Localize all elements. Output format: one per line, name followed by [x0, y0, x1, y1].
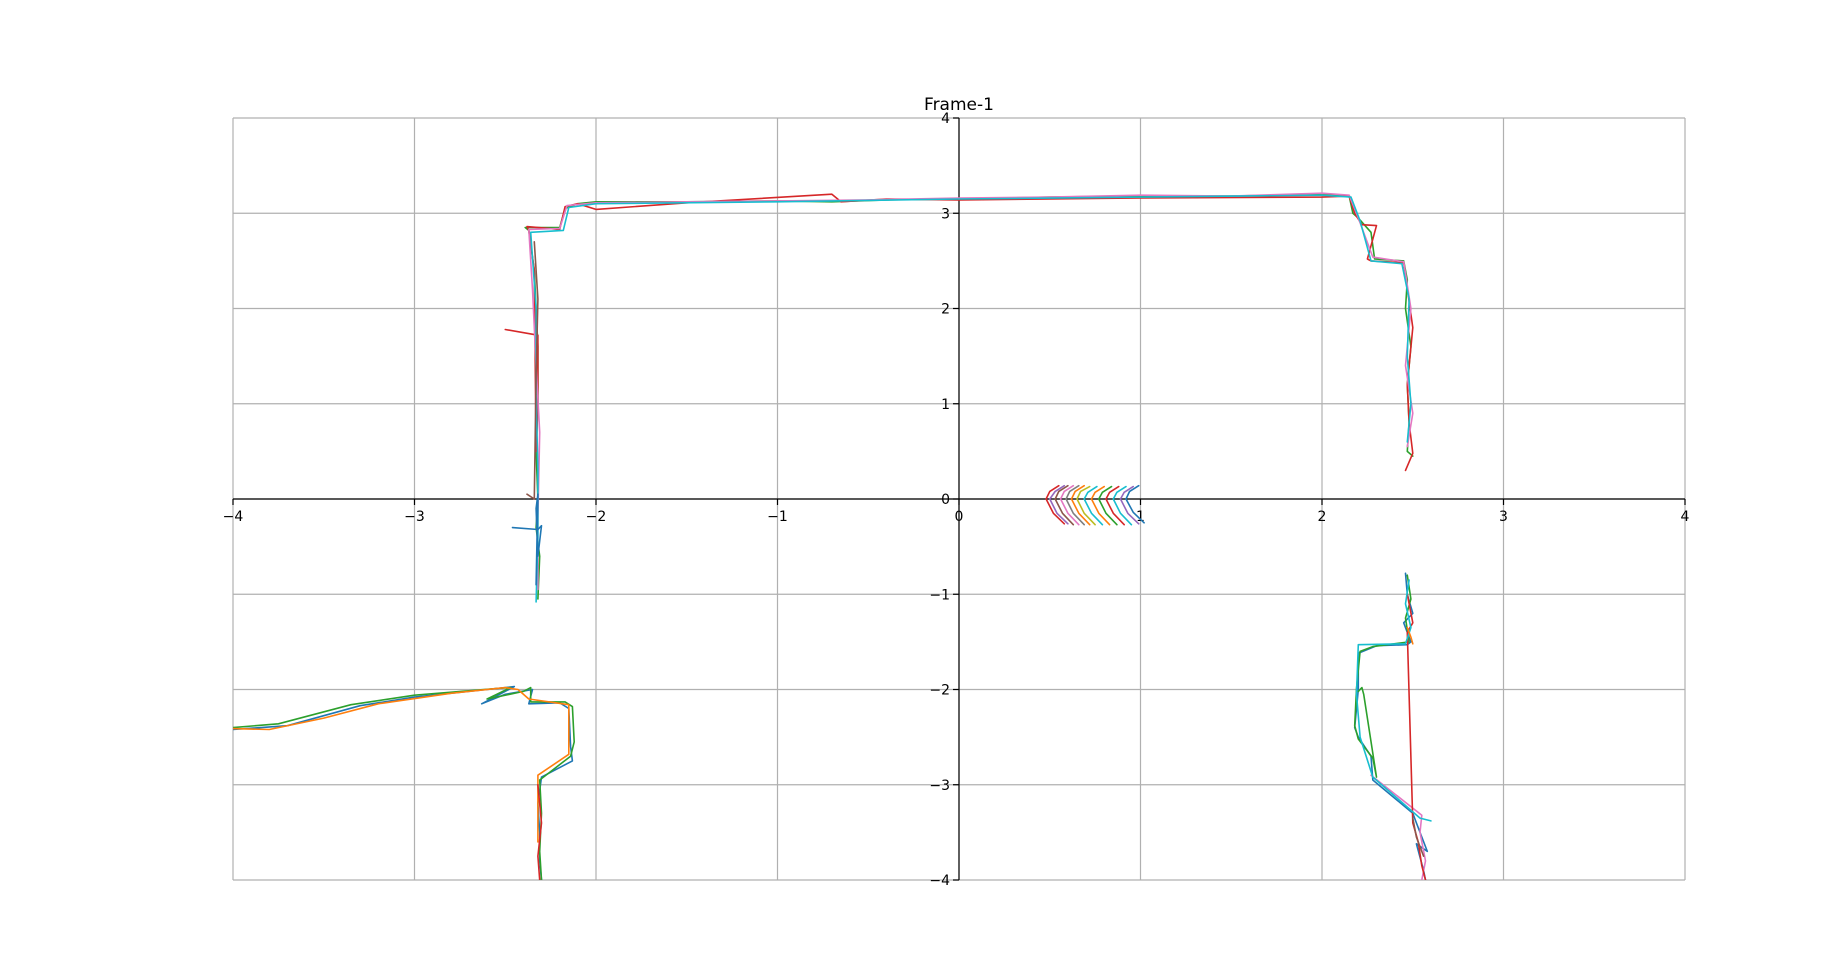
data-series	[233, 192, 1432, 880]
y-tick-label: −1	[929, 587, 950, 603]
series-line-31	[1125, 484, 1145, 524]
y-tick-label: 0	[941, 492, 950, 508]
series-line-10	[537, 783, 543, 880]
series-line-30	[1119, 485, 1140, 525]
series-line-20	[1054, 484, 1075, 526]
series-line-12	[1353, 574, 1412, 778]
y-tick-label: 4	[941, 111, 950, 127]
y-tick-label: −2	[929, 683, 950, 699]
axis-ticks: −4 −3 −2 −1 0 1 2 3 4 −4 −3 −2 −1 0 1 2 3 4	[223, 111, 1690, 889]
series-line-5	[511, 493, 543, 586]
series-line-9	[233, 686, 570, 843]
series-line-8	[233, 686, 576, 880]
series-line-23	[1070, 484, 1091, 526]
series-line-27	[1098, 485, 1118, 526]
series-line-21	[1059, 484, 1080, 526]
x-tick-label: −2	[586, 509, 607, 525]
series-line-6	[526, 241, 539, 500]
series-line-3	[527, 192, 1414, 591]
x-tick-label: 4	[1681, 509, 1690, 525]
y-tick-label: 2	[941, 302, 950, 318]
y-tick-label: −3	[929, 778, 950, 794]
x-tick-label: 2	[1318, 509, 1327, 525]
y-tick-label: 3	[941, 206, 950, 222]
x-tick-label: 3	[1499, 509, 1508, 525]
series-line-22	[1065, 484, 1085, 526]
series-line-26	[1090, 485, 1111, 526]
x-tick-label: 0	[955, 509, 964, 525]
x-tick-label: −4	[223, 509, 244, 525]
series-line-16	[1406, 626, 1414, 645]
series-line-19	[1049, 484, 1069, 525]
series-line-24	[1076, 485, 1096, 526]
series-line-15	[1355, 579, 1432, 822]
series-line-13	[1370, 774, 1427, 880]
series-line-29	[1112, 485, 1133, 526]
series-line-25	[1083, 485, 1104, 526]
x-tick-label: 1	[1136, 509, 1145, 525]
x-tick-label: −3	[404, 509, 425, 525]
y-tick-label: 1	[941, 397, 950, 413]
series-line-14	[1406, 593, 1427, 880]
chart-title: Frame-1	[924, 95, 994, 115]
x-tick-label: −1	[767, 509, 788, 525]
series-line-28	[1105, 485, 1125, 526]
series-line-18	[1045, 484, 1066, 525]
series-line-17	[1412, 817, 1425, 858]
y-tick-label: −4	[929, 873, 950, 889]
